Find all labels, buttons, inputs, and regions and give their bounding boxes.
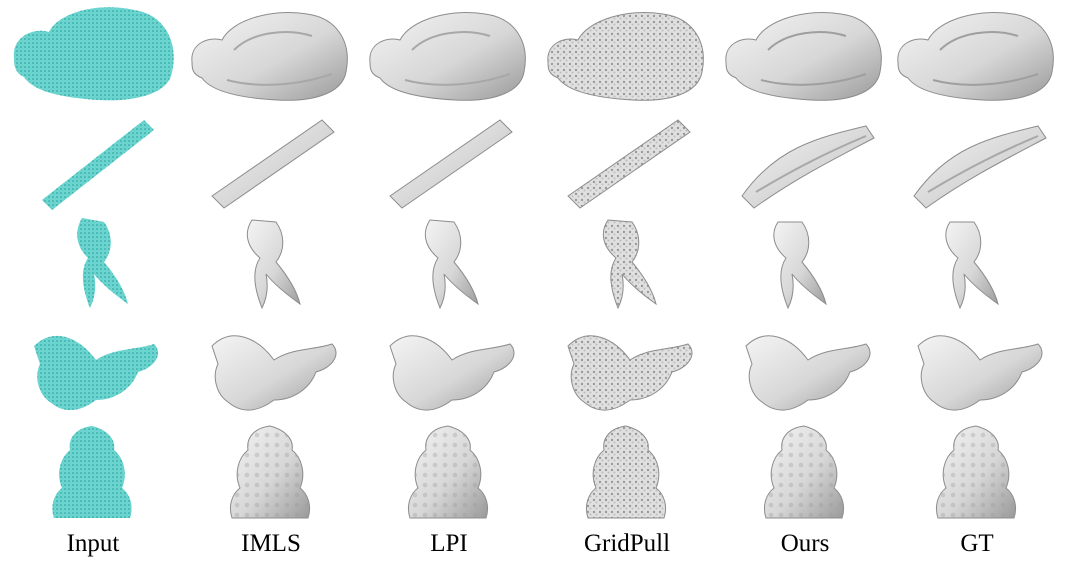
mesh-image: [567, 335, 693, 411]
column-label-imls: IMLS: [241, 530, 301, 557]
mesh-image: [773, 221, 827, 310]
cell-imls-row-3: [182, 212, 360, 318]
cell-input-row-4: [4, 316, 182, 422]
column-label-lpi: LPI: [430, 530, 468, 557]
mesh-image: [229, 425, 311, 519]
cell-ours-row-5: [716, 420, 894, 526]
cell-gridpull-row-1: [538, 2, 716, 108]
cell-lpi-row-3: [360, 212, 538, 318]
mesh-image: [547, 11, 704, 101]
cell-input-row-1: [4, 2, 182, 108]
column-label-input: Input: [66, 530, 120, 557]
point-cloud-image: [52, 426, 132, 518]
cell-lpi-row-2: [360, 108, 538, 214]
cell-gt-row-4: [888, 316, 1066, 422]
mesh-image: [913, 125, 1047, 209]
mesh-image: [424, 219, 479, 310]
column-label-gt: GT: [960, 530, 994, 557]
mesh-image: [585, 425, 667, 519]
mesh-image: [745, 335, 871, 411]
column-label-ours: Ours: [780, 530, 830, 557]
cell-gt-row-1: [888, 2, 1066, 108]
cell-gridpull-row-4: [538, 316, 716, 422]
point-cloud-image: [34, 335, 159, 411]
figure-grid: [4, 2, 1066, 526]
cell-gridpull-row-5: [538, 420, 716, 526]
cell-imls-row-2: [182, 108, 360, 214]
mesh-image: [389, 119, 513, 209]
mesh-image: [602, 219, 657, 310]
mesh-image: [897, 11, 1054, 101]
cell-gt-row-2: [888, 108, 1066, 214]
cell-input-row-3: [4, 212, 182, 318]
cell-gridpull-row-2: [538, 108, 716, 214]
cell-imls-row-5: [182, 420, 360, 526]
cell-gt-row-5: [888, 420, 1066, 526]
cell-input-row-2: [4, 108, 182, 214]
column-labels: Input IMLS LPI GridPull Ours GT: [0, 528, 1070, 565]
cell-input-row-5: [4, 420, 182, 526]
mesh-image: [389, 335, 515, 411]
cell-imls-row-1: [182, 2, 360, 108]
mesh-image: [763, 425, 845, 519]
cell-gridpull-row-3: [538, 212, 716, 318]
column-label-gridpull: GridPull: [583, 530, 671, 557]
cell-ours-row-1: [716, 2, 894, 108]
mesh-image: [407, 425, 489, 519]
cell-imls-row-4: [182, 316, 360, 422]
cell-lpi-row-1: [360, 2, 538, 108]
cell-ours-row-2: [716, 108, 894, 214]
cell-gt-row-3: [888, 212, 1066, 318]
mesh-image: [211, 119, 335, 209]
mesh-image: [741, 125, 875, 209]
mesh-image: [917, 335, 1043, 411]
mesh-image: [246, 219, 301, 310]
cell-lpi-row-4: [360, 316, 538, 422]
mesh-image: [369, 11, 526, 101]
cell-ours-row-3: [716, 212, 894, 318]
mesh-image: [725, 11, 882, 101]
point-cloud-image: [77, 218, 128, 308]
cell-ours-row-4: [716, 316, 894, 422]
point-cloud-image: [42, 120, 154, 210]
mesh-image: [935, 425, 1017, 519]
mesh-image: [567, 119, 691, 209]
point-cloud-image: [13, 7, 174, 101]
mesh-image: [191, 11, 348, 101]
cell-lpi-row-5: [360, 420, 538, 526]
mesh-image: [211, 335, 337, 411]
mesh-image: [945, 221, 999, 310]
